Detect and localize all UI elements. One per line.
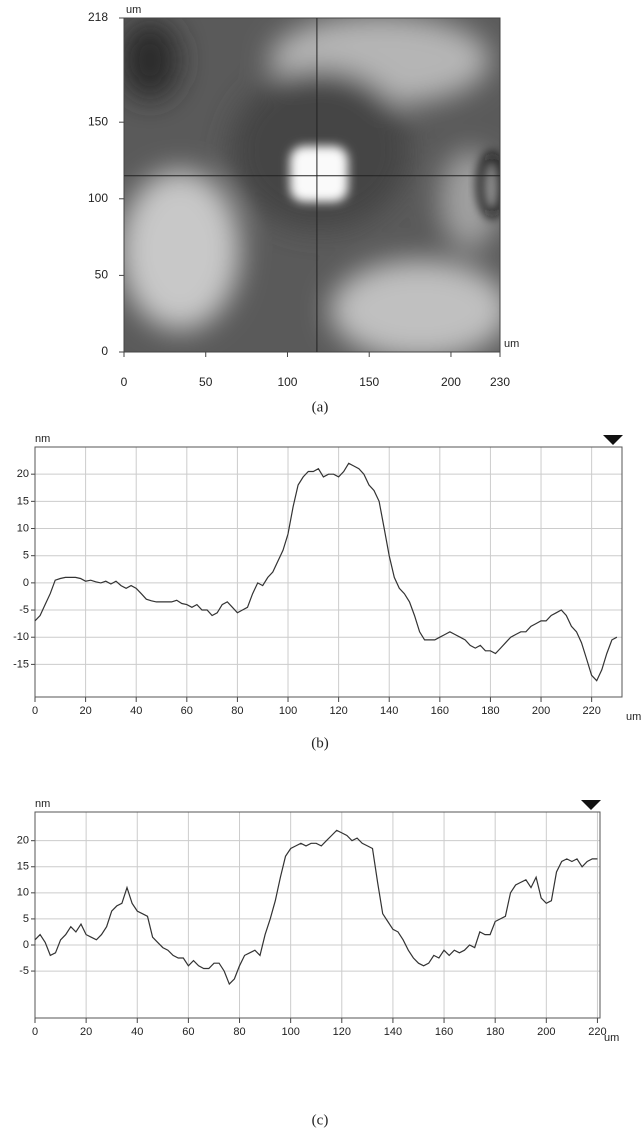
x-tick-label: 20 bbox=[79, 705, 91, 717]
x-tick-label: 140 bbox=[380, 705, 398, 717]
x-tick-label: 60 bbox=[181, 705, 193, 717]
y-tick-label: 0 bbox=[23, 577, 29, 589]
x-tick-label: 120 bbox=[329, 705, 347, 717]
y-tick-label: 50 bbox=[95, 268, 109, 282]
marker-triangle bbox=[603, 435, 623, 445]
y-tick-label: -5 bbox=[19, 965, 29, 977]
plot-frame bbox=[34, 811, 601, 1019]
x-tick-label: 0 bbox=[121, 375, 128, 389]
x-tick-label: 230 bbox=[490, 375, 510, 389]
x-tick-label: 50 bbox=[199, 375, 213, 389]
y-tick-label: 0 bbox=[23, 939, 29, 951]
x-axis-unit: um bbox=[604, 1032, 619, 1044]
x-axis-unit: um bbox=[504, 338, 519, 350]
x-tick-label: 200 bbox=[441, 375, 461, 389]
plot-frame bbox=[34, 446, 623, 698]
y-tick-label: 5 bbox=[23, 550, 29, 562]
x-tick-label: 150 bbox=[359, 375, 379, 389]
x-tick-label: 100 bbox=[277, 375, 297, 389]
y-tick-label: 20 bbox=[17, 835, 29, 847]
caption: (b) bbox=[311, 735, 329, 751]
y-tick-label: 5 bbox=[23, 913, 29, 925]
x-tick-label: 220 bbox=[588, 1026, 606, 1038]
profile-line bbox=[34, 462, 618, 682]
x-tick-label: 140 bbox=[384, 1026, 402, 1038]
x-tick-label: 220 bbox=[582, 705, 600, 717]
plot-border bbox=[34, 446, 623, 698]
x-axis-unit: um bbox=[626, 711, 641, 723]
y-axis-unit: um bbox=[126, 4, 141, 16]
x-tick-label: 160 bbox=[435, 1026, 453, 1038]
x-tick-label: 160 bbox=[431, 705, 449, 717]
x-tick-label: 100 bbox=[279, 705, 297, 717]
y-tick-label: -10 bbox=[13, 631, 29, 643]
afm-image bbox=[124, 18, 500, 352]
x-tick-label: 80 bbox=[233, 1026, 245, 1038]
y-tick-label: -15 bbox=[13, 658, 29, 670]
x-tick-label: 180 bbox=[486, 1026, 504, 1038]
y-axis-unit: nm bbox=[35, 798, 50, 810]
x-tick-label: 40 bbox=[131, 1026, 143, 1038]
y-tick-label: 218 bbox=[88, 10, 108, 24]
y-tick-label: 100 bbox=[88, 191, 108, 205]
x-tick-label: 80 bbox=[231, 705, 243, 717]
marker-triangle bbox=[581, 800, 601, 810]
caption: (c) bbox=[312, 1112, 329, 1128]
x-tick-label: 200 bbox=[532, 705, 550, 717]
y-tick-label: 15 bbox=[17, 495, 29, 507]
x-tick-label: 100 bbox=[281, 1026, 299, 1038]
plot-border bbox=[34, 811, 601, 1019]
x-tick-label: 0 bbox=[32, 1026, 38, 1038]
y-tick-label: 10 bbox=[17, 522, 29, 534]
y-tick-label: -5 bbox=[19, 604, 29, 616]
x-tick-label: 0 bbox=[32, 705, 38, 717]
y-tick-label: 10 bbox=[17, 887, 29, 899]
y-tick-label: 0 bbox=[101, 344, 108, 358]
y-tick-label: 20 bbox=[17, 468, 29, 480]
y-tick-label: 15 bbox=[17, 861, 29, 873]
x-tick-label: 40 bbox=[130, 705, 142, 717]
profile-line bbox=[34, 829, 598, 986]
x-tick-label: 60 bbox=[182, 1026, 194, 1038]
x-tick-label: 120 bbox=[333, 1026, 351, 1038]
y-axis-unit: nm bbox=[35, 433, 50, 445]
image-frame bbox=[123, 17, 501, 353]
caption: (a) bbox=[312, 399, 329, 415]
x-tick-label: 200 bbox=[537, 1026, 555, 1038]
x-tick-label: 180 bbox=[481, 705, 499, 717]
y-tick-label: 150 bbox=[88, 114, 108, 128]
x-tick-label: 20 bbox=[80, 1026, 92, 1038]
